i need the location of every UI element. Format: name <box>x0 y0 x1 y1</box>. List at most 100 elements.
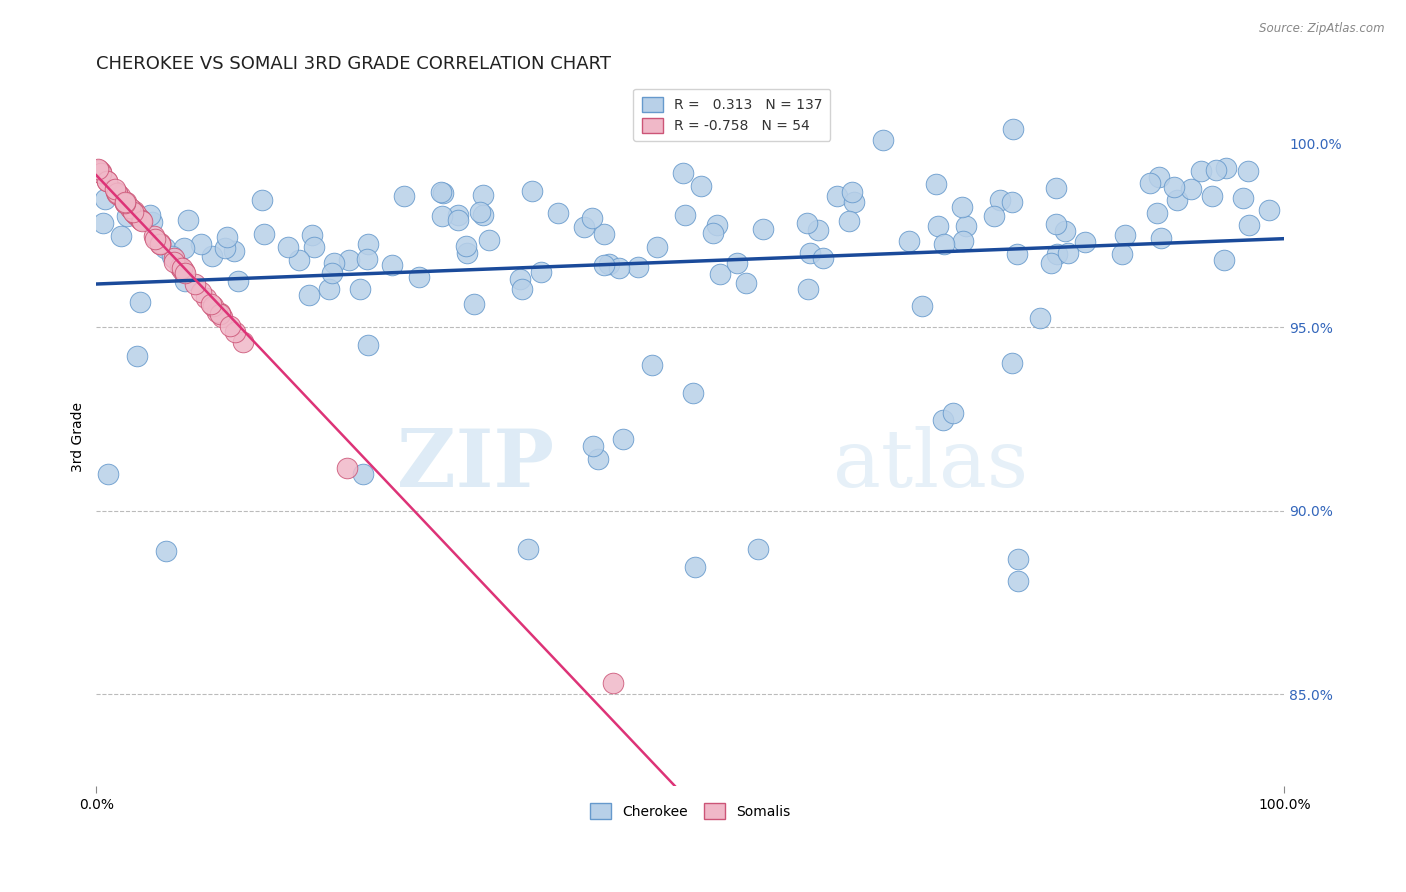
Point <box>87 162 110 177</box>
Point <box>201 249 224 263</box>
Point <box>218 319 240 334</box>
Point <box>228 275 250 289</box>
Point <box>200 296 222 310</box>
Point <box>517 542 540 557</box>
Point <box>105 186 128 200</box>
Point <box>799 246 821 260</box>
Point <box>357 237 380 252</box>
Point <box>547 206 569 220</box>
Point <box>463 297 485 311</box>
Point <box>1189 164 1212 178</box>
Point <box>145 232 167 246</box>
Point <box>163 254 186 268</box>
Point <box>224 325 246 339</box>
Point <box>277 240 299 254</box>
Point <box>392 189 415 203</box>
Point <box>640 358 662 372</box>
Point <box>432 209 454 223</box>
Point <box>1111 247 1133 261</box>
Point <box>454 239 477 253</box>
Point <box>1232 191 1254 205</box>
Point <box>381 258 404 272</box>
Point <box>1237 218 1260 232</box>
Point <box>1007 552 1029 566</box>
Point <box>177 213 200 227</box>
Point <box>1054 223 1077 237</box>
Point <box>110 229 132 244</box>
Point <box>129 213 152 227</box>
Point <box>752 222 775 236</box>
Point <box>322 256 344 270</box>
Point <box>725 256 748 270</box>
Point <box>208 307 231 321</box>
Point <box>318 282 340 296</box>
Point <box>478 232 501 246</box>
Point <box>122 206 145 220</box>
Point <box>352 467 374 481</box>
Point <box>747 542 769 557</box>
Point <box>149 235 172 250</box>
Point <box>592 227 614 242</box>
Point <box>932 237 955 252</box>
Legend: Cherokee, Somalis: Cherokee, Somalis <box>585 797 796 824</box>
Point <box>1257 203 1279 218</box>
Point <box>796 216 818 230</box>
Y-axis label: 3rd Grade: 3rd Grade <box>72 402 86 472</box>
Point <box>932 413 955 427</box>
Point <box>1149 169 1171 184</box>
Point <box>149 236 172 251</box>
Point <box>1205 162 1227 177</box>
Point <box>1237 164 1260 178</box>
Point <box>93 192 115 206</box>
Point <box>336 461 359 475</box>
Point <box>124 207 146 221</box>
Point <box>470 205 492 219</box>
Point <box>612 433 634 447</box>
Point <box>207 305 229 319</box>
Point <box>90 166 112 180</box>
Point <box>925 178 948 192</box>
Point <box>807 223 830 237</box>
Point <box>104 182 127 196</box>
Point <box>509 272 531 286</box>
Point <box>530 265 553 279</box>
Point <box>429 186 451 200</box>
Point <box>1163 180 1185 194</box>
Point <box>120 202 142 216</box>
Point <box>1139 176 1161 190</box>
Point <box>1150 230 1173 244</box>
Point <box>672 166 695 180</box>
Point <box>447 213 470 227</box>
Point <box>208 306 231 320</box>
Point <box>160 249 183 263</box>
Point <box>1146 206 1168 220</box>
Point <box>898 234 921 248</box>
Point <box>163 252 186 266</box>
Point <box>115 209 138 223</box>
Point <box>321 266 343 280</box>
Point <box>683 560 706 574</box>
Point <box>1114 228 1136 243</box>
Point <box>950 200 973 214</box>
Point <box>709 267 731 281</box>
Point <box>510 282 533 296</box>
Point <box>627 260 650 274</box>
Point <box>582 439 605 453</box>
Point <box>1180 181 1202 195</box>
Point <box>232 334 254 349</box>
Point <box>302 240 325 254</box>
Point <box>593 259 616 273</box>
Point <box>127 349 149 363</box>
Point <box>983 209 1005 223</box>
Point <box>1215 161 1237 175</box>
Point <box>122 205 145 219</box>
Point <box>122 204 145 219</box>
Point <box>217 230 239 244</box>
Point <box>149 237 172 252</box>
Point <box>927 219 949 234</box>
Point <box>796 282 818 296</box>
Point <box>174 266 197 280</box>
Point <box>128 211 150 226</box>
Point <box>734 276 756 290</box>
Point <box>841 185 863 199</box>
